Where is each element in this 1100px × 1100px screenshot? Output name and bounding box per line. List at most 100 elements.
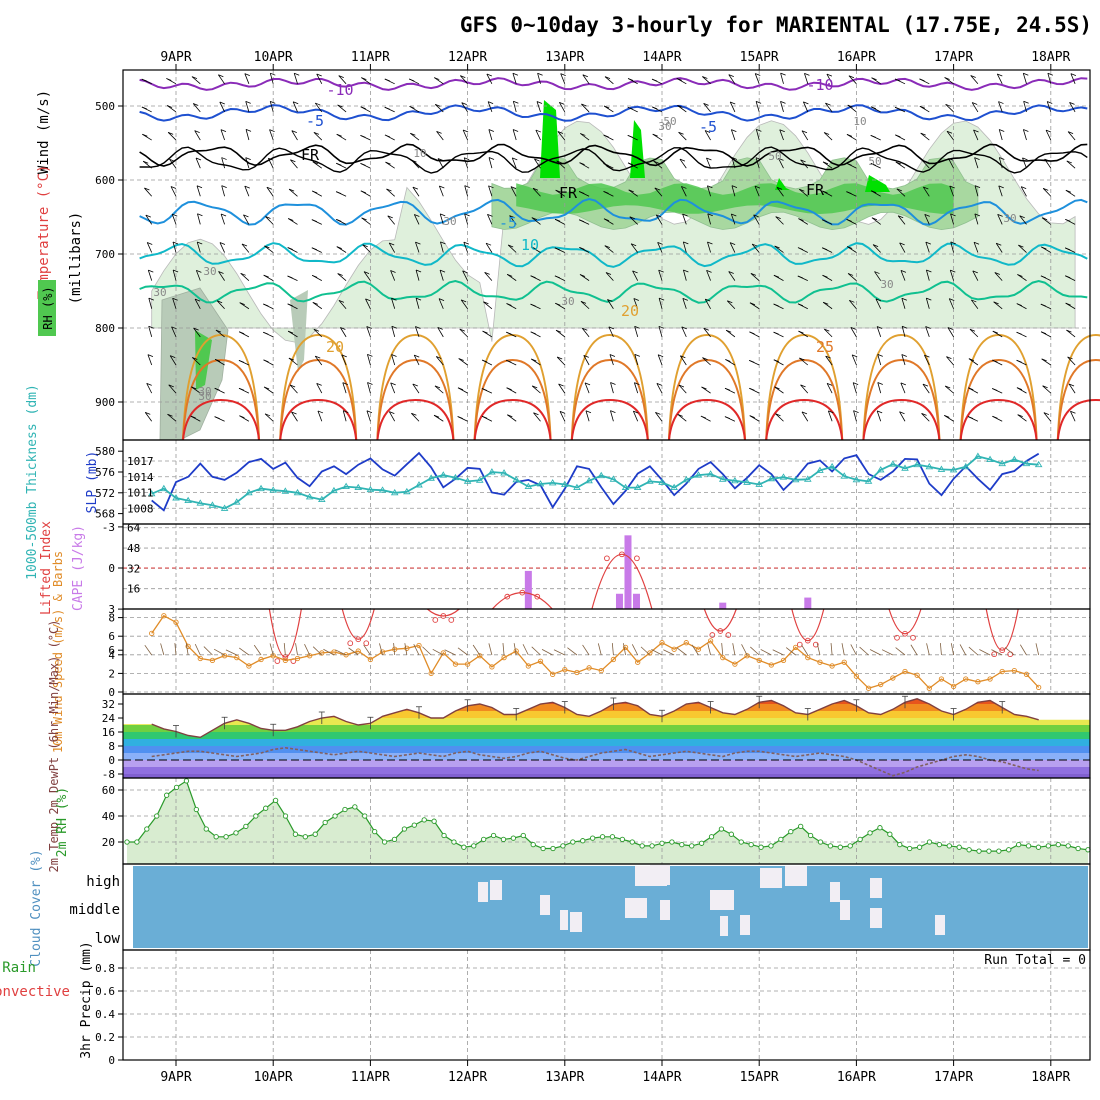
temp-band	[123, 746, 1090, 754]
thickness-marker	[901, 464, 909, 471]
li-marker	[363, 640, 370, 647]
wind-barb	[244, 185, 250, 197]
thickness-marker	[646, 477, 654, 484]
wind10-marker	[744, 653, 750, 659]
bottom-date-label: 10APR	[254, 1070, 293, 1085]
wind-barb-flag	[779, 129, 785, 133]
wind10-marker	[865, 685, 872, 691]
wind-barb-flag	[366, 410, 373, 414]
wind-barb-flag	[603, 105, 610, 109]
wind-barb-flag	[921, 413, 927, 416]
wind-barb-flag	[800, 159, 806, 163]
wind-barb-flag	[920, 132, 926, 136]
wind-barb-flag	[945, 103, 951, 107]
wind-barb-flag	[725, 359, 731, 362]
wind-barb	[313, 328, 323, 338]
wind-barb	[338, 300, 347, 310]
cloud-block	[625, 898, 647, 918]
wind-barb	[998, 101, 1003, 113]
wind-barb	[922, 383, 930, 394]
wind-barb-flag	[194, 298, 201, 302]
li-marker	[717, 628, 724, 634]
thickness-marker	[342, 482, 350, 490]
wind-barb	[487, 101, 493, 113]
wind-barb-flag	[317, 410, 324, 414]
li-marker	[274, 658, 281, 664]
wind-barb-flag	[409, 105, 415, 109]
wind-barb-flag	[484, 272, 490, 275]
wind-barb-flag	[506, 331, 512, 335]
wind-barb	[803, 101, 809, 113]
wind-barb	[337, 104, 347, 113]
wind-barb-flag	[141, 78, 147, 82]
wind-barb-flag	[389, 411, 395, 415]
wind-barb	[145, 214, 153, 225]
wind-barb	[458, 358, 468, 366]
wind10-barb	[910, 644, 918, 656]
wind-barb-flag	[629, 216, 635, 220]
wind10-tick-label: 4	[108, 649, 115, 662]
wind10-marker	[562, 667, 568, 673]
thickness-marker	[743, 478, 751, 485]
wind-barb	[191, 76, 201, 85]
wind-barb	[774, 245, 784, 253]
wind-barb	[583, 355, 590, 366]
wind-barb-flag	[218, 271, 224, 274]
wind-barb-flag	[948, 158, 954, 161]
wind-barb-flag	[148, 325, 154, 329]
wind-barb-flag	[974, 185, 981, 189]
rh2m-marker	[560, 843, 566, 849]
temp-contour-20	[959, 333, 1038, 441]
wind-barb	[534, 158, 541, 169]
wind10-marker	[926, 685, 932, 691]
rh2m-marker	[1065, 843, 1071, 849]
wind10-tick-label: 6	[108, 630, 115, 643]
wind-barb-flag	[1016, 303, 1022, 306]
wind-barb	[634, 354, 639, 366]
rh2m-marker	[778, 836, 784, 843]
wind-barb-flag	[800, 384, 806, 388]
temp-contour-label: 20	[621, 302, 639, 320]
li-marker	[432, 617, 439, 623]
wind-barb	[172, 298, 177, 309]
wind-barb-flag	[557, 356, 563, 360]
wind10-barb	[432, 648, 444, 656]
thickness-marker	[816, 466, 824, 473]
bottom-date-label: 13APR	[545, 1070, 584, 1085]
wind-barb-flag	[506, 359, 512, 363]
wind-barb	[994, 272, 1003, 281]
cloud-block	[650, 865, 670, 885]
wind-barb-flag	[440, 241, 446, 245]
wind-barb-flag	[633, 410, 639, 414]
wind-barb-flag	[439, 269, 446, 273]
wind10-barb	[968, 646, 979, 656]
wind-barb	[314, 355, 323, 366]
wind10-barb	[194, 643, 201, 656]
wind10-marker	[574, 669, 580, 676]
rh2m-marker	[451, 839, 457, 845]
temp-contour-20	[862, 333, 941, 441]
thickness-marker	[937, 465, 946, 472]
wind10-marker	[950, 683, 957, 690]
wind-barb	[218, 271, 225, 281]
rh-contour-label: 50	[768, 150, 781, 163]
wind-barb-flag	[656, 383, 663, 386]
wind-barb-flag	[580, 133, 586, 136]
wind-barb	[391, 326, 396, 337]
wind-barb-flag	[147, 354, 154, 358]
wind-barb-flag	[923, 186, 929, 190]
wind-barb-flag	[312, 161, 319, 165]
wind-barb-flag	[826, 382, 833, 386]
wind-barb-flag	[291, 130, 297, 133]
wind10-barb	[950, 643, 954, 656]
wind-barb-flag	[728, 74, 734, 78]
wind-barb	[461, 102, 468, 113]
wind-barb-flag	[264, 413, 271, 417]
wind-barb	[681, 326, 687, 338]
rh2m-marker	[510, 835, 517, 841]
wind-barb	[730, 129, 736, 141]
thickness-marker	[208, 501, 217, 508]
wind-barb	[729, 242, 736, 253]
wind10-barb	[348, 647, 359, 656]
